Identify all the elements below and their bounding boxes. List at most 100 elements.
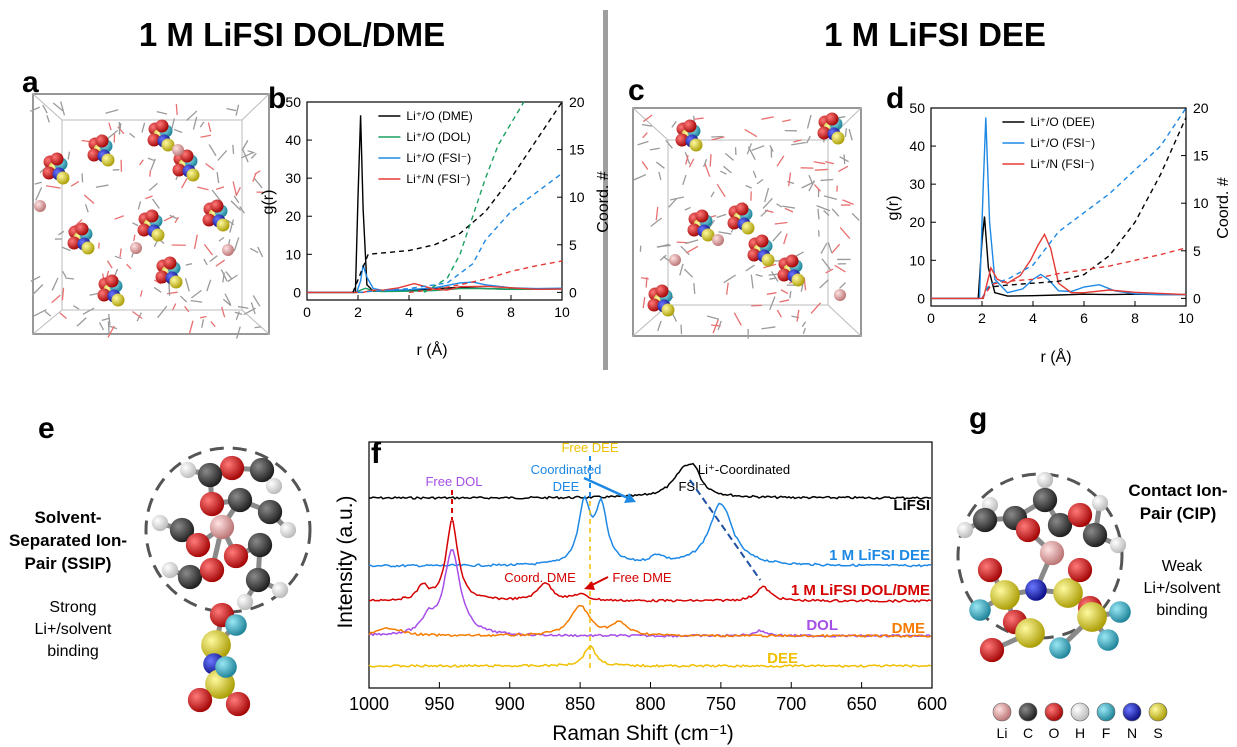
y-tick-label: 30 <box>909 176 925 192</box>
atom <box>236 593 254 611</box>
y-axis-label: g(r) <box>260 190 277 215</box>
solvent-bond <box>851 212 860 221</box>
solvent-bond <box>659 254 667 261</box>
raman-spectrum <box>368 494 932 568</box>
spectrum-label: DME <box>892 620 925 637</box>
solvent-bond <box>823 195 838 201</box>
sim-box-edge <box>32 93 63 121</box>
fsi-atom <box>169 275 183 289</box>
solvent-bond <box>787 180 795 185</box>
solvent-bond <box>128 132 136 138</box>
solvent-bond <box>655 161 665 169</box>
solvent-bond <box>232 181 238 197</box>
x-tick-label: 10 <box>1178 310 1194 326</box>
atom <box>227 487 253 513</box>
solvent-bond <box>239 206 245 214</box>
solvent-bond <box>58 230 65 236</box>
solvent-bond <box>766 292 777 295</box>
solvent-bond <box>169 214 178 220</box>
solvent-bond <box>233 237 240 252</box>
solvent-bond <box>188 320 194 334</box>
spectrum-label: 1 M LiFSI DEE <box>829 547 930 564</box>
fsi-atom <box>87 148 101 162</box>
li-ion <box>130 242 142 254</box>
sim-box-frame <box>32 93 270 335</box>
raman-spectrum <box>369 520 932 603</box>
li-ion <box>712 234 724 246</box>
solvent-bond <box>153 279 162 285</box>
solvent-bond <box>665 139 673 149</box>
atom <box>977 557 1003 583</box>
solvent-bond <box>242 149 249 163</box>
fsi-atom <box>210 199 224 213</box>
fsi-atom <box>172 163 186 177</box>
solvent-bond <box>225 271 233 280</box>
solvent-bond <box>149 170 152 177</box>
element-swatch <box>1148 702 1168 722</box>
solvent-bond <box>816 205 831 212</box>
solvent-bond <box>685 239 699 245</box>
solvent-bond <box>839 282 846 289</box>
solvent-bond <box>174 216 180 224</box>
ssip-binding-line2: Li+/solvent <box>35 621 112 638</box>
coordinated-dee-arrow <box>583 476 631 501</box>
solvent-bond <box>680 245 690 256</box>
y2-axis-label: Coord. # <box>595 171 612 232</box>
solvent-bond <box>150 158 156 171</box>
atom <box>1067 502 1093 528</box>
solvent-bond <box>745 264 755 272</box>
element-label: N <box>1127 725 1137 741</box>
solvent-bond <box>724 152 735 161</box>
element-swatch <box>1018 702 1038 722</box>
solvent-bond <box>148 182 158 191</box>
fsi-atom <box>137 223 151 237</box>
y2-tick-label: 20 <box>569 94 585 110</box>
legend-label: Li⁺/O (DME) <box>406 109 472 123</box>
annotation-coord-dme: Coord. DME <box>504 570 576 585</box>
legend-label: Li⁺/O (FSI⁻) <box>1030 136 1095 150</box>
atom <box>199 557 225 583</box>
solvent-bond <box>791 141 806 146</box>
atom <box>265 477 283 495</box>
annotation-free-dme: Free DME <box>612 570 672 585</box>
element-label: F <box>1102 725 1111 741</box>
y2-tick-label: 5 <box>1193 243 1201 259</box>
solvent-bond <box>772 230 782 242</box>
md-snapshot-dol-dme <box>29 93 270 339</box>
x-tick-label: 6 <box>1080 310 1088 326</box>
fsi-atom <box>67 236 81 250</box>
y2-tick-label: 15 <box>569 142 585 158</box>
atom <box>1067 557 1093 583</box>
panel-letter-g: g <box>969 402 987 435</box>
solvent-bond <box>126 263 132 270</box>
solvent-bond <box>789 291 792 299</box>
solvent-bond <box>73 305 80 310</box>
raman-spectrum <box>368 645 932 668</box>
solvent-bond <box>776 309 782 318</box>
fsi-atom <box>741 221 755 235</box>
atom <box>1077 602 1107 632</box>
solvent-bond <box>813 161 826 165</box>
solvent-bond <box>746 143 753 155</box>
fsi-atom <box>687 223 701 237</box>
y-tick-label: 40 <box>285 132 301 148</box>
atom <box>223 543 249 569</box>
fsi-atom <box>186 168 200 182</box>
x-tick-label: 900 <box>495 694 525 714</box>
solvent-bond <box>147 157 155 162</box>
atom <box>245 567 271 593</box>
solvent-bond <box>723 165 732 174</box>
solvent-bond <box>685 155 689 165</box>
y-tick-label: 30 <box>285 170 301 186</box>
solvent-bond <box>254 326 262 329</box>
fsi-atom <box>155 270 169 284</box>
solvent-bond <box>247 150 255 154</box>
solvent-bond <box>184 305 190 313</box>
spectrum-label: DOL <box>806 617 838 634</box>
atom <box>1015 517 1041 543</box>
solvent-bond <box>197 186 209 191</box>
solvent-bond <box>820 178 834 182</box>
solvent-bond <box>175 103 178 116</box>
rdf-chart-dee: 0 2 4 6 8 10 0 10 20 30 40 50 0 5 10 15 20 Li⁺/O (DEE) Li⁺… <box>885 100 1232 366</box>
fsi-atom <box>101 153 115 167</box>
